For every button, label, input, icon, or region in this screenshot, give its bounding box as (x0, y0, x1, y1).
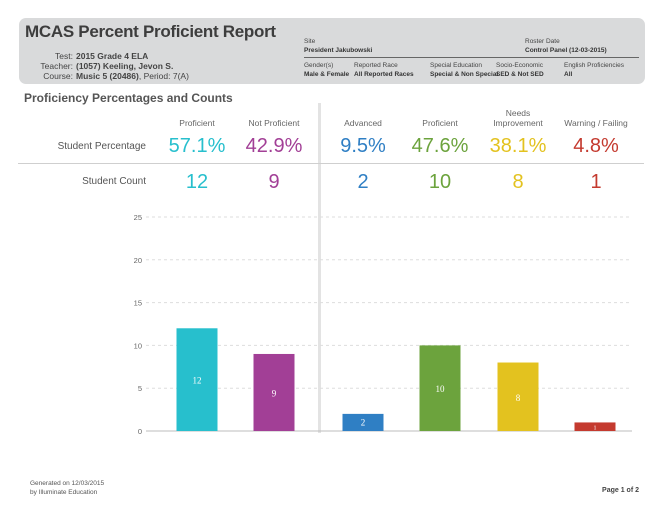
bar-label-proficient-2: 10 (436, 384, 446, 394)
pct-needs-improvement: 38.1% (489, 135, 547, 157)
bar-label-not-proficient: 9 (272, 388, 277, 398)
meta-test-value: 2015 Grade 4 ELA (76, 51, 149, 61)
cnt-proficient-2: 10 (428, 171, 452, 193)
cnt-warning: 1 (590, 171, 602, 193)
col-head-advanced: Advanced (344, 118, 382, 128)
meta-teacher: Teacher: (1057) Keeling, Jevon S. (19, 61, 189, 71)
pct-advanced: 9.5% (340, 135, 386, 157)
pct-warning: 4.8% (573, 135, 619, 157)
report-title: MCAS Percent Proficient Report (25, 22, 276, 41)
col-head-needs-improvement-text: Needs Improvement (493, 108, 543, 128)
bar-proficient-2 (419, 345, 461, 431)
meta-course-period: , Period: 7(A) (138, 71, 189, 81)
site-value: President Jakubowski (304, 47, 373, 54)
ell-value: All (564, 71, 573, 78)
pct-proficient: 57.1% (168, 135, 226, 157)
ses-value: SED & Not SED (496, 71, 544, 78)
bar-label-warning: 1 (594, 426, 597, 432)
student-percentage-label: Student Percentage (57, 141, 146, 152)
report-filters: Site President Jakubowski Roster Date Co… (304, 18, 639, 84)
race-value: All Reported Races (354, 71, 414, 78)
student-count-label: Student Count (82, 176, 146, 187)
ses-label: Socio-Economic (496, 62, 543, 69)
page-number: Page 1 of 2 (602, 487, 639, 494)
gender-value: Male & Female (304, 71, 350, 78)
gender-label: Gender(s) (304, 62, 334, 69)
bar-label-advanced: 2 (361, 417, 366, 427)
sped-value: Special & Non Special (430, 71, 499, 78)
bar-needs-improvement (497, 362, 539, 431)
bar-warning (574, 422, 616, 431)
col-head-not-proficient: Not Proficient (248, 118, 300, 128)
row-divider (18, 163, 644, 164)
meta-course: Course: Music 5 (20486), Period: 7(A) (19, 71, 189, 81)
group-divider (318, 103, 321, 433)
bar-not-proficient (253, 353, 295, 431)
meta-teacher-value: (1057) Keeling, Jevon S. (76, 61, 174, 71)
y-tick-label: 20 (134, 256, 142, 265)
bar-label-needs-improvement: 8 (516, 393, 521, 403)
footer: Generated on 12/03/2015 by Illuminate Ed… (30, 479, 104, 497)
section-title: Proficiency Percentages and Counts (24, 91, 233, 105)
bar-proficient (176, 328, 218, 431)
roster-date-label: Roster Date (525, 38, 560, 45)
y-tick-label: 25 (134, 213, 142, 222)
cnt-needs-improvement: 8 (512, 171, 524, 193)
filters-divider (304, 57, 639, 58)
generated-date: Generated on 12/03/2015 (30, 480, 105, 487)
bar-advanced (342, 413, 384, 431)
pct-proficient-2: 47.6% (411, 135, 469, 157)
cnt-proficient: 12 (185, 171, 209, 193)
race-label: Reported Race (354, 62, 398, 69)
cnt-advanced: 2 (357, 171, 369, 193)
y-tick-label: 5 (138, 384, 142, 393)
meta-teacher-label: Teacher: (40, 61, 73, 71)
generated-by: by Illuminate Education (30, 489, 98, 496)
meta-test: Test: 2015 Grade 4 ELA (19, 51, 189, 61)
meta-test-label: Test: (55, 51, 73, 61)
pct-not-proficient: 42.9% (245, 135, 303, 157)
meta-course-value: Music 5 (20486) (76, 71, 139, 81)
col-head-proficient: Proficient (179, 118, 215, 128)
cnt-not-proficient: 9 (268, 171, 280, 193)
sped-label: Special Education (430, 62, 483, 69)
site-label: Site (304, 38, 316, 45)
roster-date-value: Control Panel (12-03-2015) (525, 47, 607, 54)
y-tick-label: 10 (134, 341, 142, 350)
ell-label: English Proficiencies (564, 62, 624, 69)
bar-label-proficient: 12 (193, 376, 202, 386)
y-tick-label: 0 (138, 427, 142, 436)
col-head-needs-improvement: Needs Improvement (468, 108, 568, 128)
meta-course-label: Course: (43, 71, 73, 81)
report-header: MCAS Percent Proficient Report Test: 201… (19, 18, 645, 84)
report-meta: Test: 2015 Grade 4 ELA Teacher: (1057) K… (19, 51, 189, 81)
col-head-proficient-2: Proficient (422, 118, 458, 128)
col-head-warning: Warning / Failing (564, 118, 628, 128)
y-tick-label: 15 (134, 299, 142, 308)
